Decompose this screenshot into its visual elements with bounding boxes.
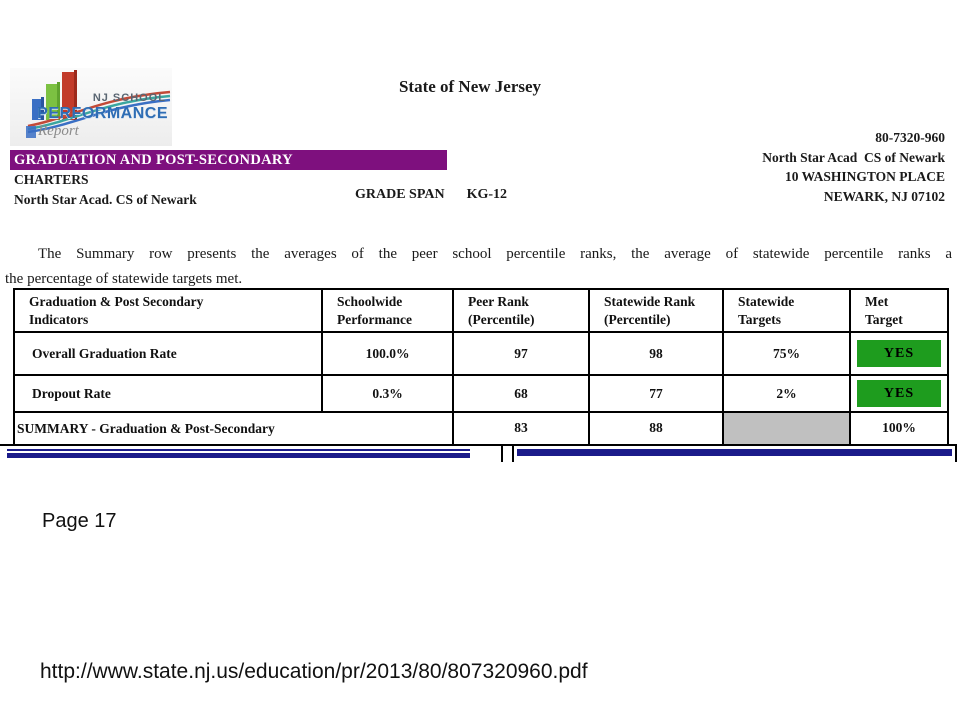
- summary-targets-met-pct: 100%: [849, 411, 949, 446]
- row-target: 2%: [722, 374, 851, 413]
- row-statewide-rank: 98: [588, 331, 724, 376]
- school-name: North Star Acad CS of Newark: [762, 149, 945, 165]
- summary-description-paragraph: The Summary row presents the averages of…: [5, 242, 952, 292]
- table-summary-row: SUMMARY - Graduation & Post-Secondary 83…: [13, 411, 949, 446]
- row-met-target-cell: YES: [849, 374, 949, 413]
- school-name-line: North Star Acad. CS of Newark: [14, 192, 197, 207]
- header-indicators: Graduation & Post Secondary Indicators: [13, 288, 323, 333]
- graduation-indicators-table: Graduation & Post Secondary Indicators S…: [13, 288, 949, 446]
- logo-text-performance: PERFORMANCE: [37, 105, 168, 122]
- page-number-label: Page 17: [42, 510, 117, 532]
- header-met-target: Met Target: [849, 288, 949, 333]
- paragraph-line-2: the percentage of statewide targets met.: [5, 271, 243, 287]
- header-statewide-targets: Statewide Targets: [722, 288, 851, 333]
- school-city-state-zip: NEWARK, NJ 07102: [823, 188, 945, 204]
- section-banner: GRADUATION AND POST-SECONDARY: [10, 150, 447, 170]
- header-peer-rank: Peer Rank (Percentile): [452, 288, 590, 333]
- row-indicator: Overall Graduation Rate: [13, 331, 323, 376]
- state-title: State of New Jersey: [398, 77, 542, 96]
- cutoff-frame-line-right: [512, 444, 957, 446]
- table-row: Overall Graduation Rate 100.0% 97 98 75%…: [13, 331, 949, 376]
- row-performance: 0.3%: [321, 374, 454, 413]
- cutoff-frame-edge-right: [955, 444, 957, 462]
- row-peer-rank: 68: [452, 374, 590, 413]
- table-row: Dropout Rate 0.3% 68 77 2% YES: [13, 374, 949, 413]
- grade-span-label: GRADE SPAN: [355, 187, 445, 202]
- row-peer-rank: 97: [452, 331, 590, 376]
- logo-text-nj-school: NJ SCHOOL: [92, 92, 166, 104]
- row-target: 75%: [722, 331, 851, 376]
- header-schoolwide-performance: Schoolwide Performance: [321, 288, 454, 333]
- school-street: 10 WASHINGTON PLACE: [784, 169, 945, 184]
- summary-statewide-rank: 88: [588, 411, 724, 446]
- paragraph-line-1: The Summary row presents the averages of…: [38, 246, 952, 262]
- table-header-row: Graduation & Post Secondary Indicators S…: [13, 288, 949, 333]
- row-met-target-cell: YES: [849, 331, 949, 376]
- cutoff-frame-edge-left: [512, 444, 514, 462]
- nj-school-performance-logo: NJ SCHOOL PERFORMANCE Report: [10, 68, 172, 146]
- header-statewide-rank: Statewide Rank (Percentile): [588, 288, 724, 333]
- met-target-badge: YES: [857, 380, 941, 407]
- met-target-badge: YES: [857, 340, 941, 367]
- grade-span: GRADE SPAN KG-12: [355, 187, 507, 203]
- navy-divider-thin-left: [7, 449, 470, 451]
- summary-label: SUMMARY - Graduation & Post-Secondary: [13, 411, 454, 446]
- district-type-label: CHARTERS: [14, 172, 89, 187]
- navy-divider-thick-left: [7, 453, 470, 458]
- school-code: 80-7320-960: [875, 130, 945, 145]
- row-performance: 100.0%: [321, 331, 454, 376]
- grade-span-value: KG-12: [466, 187, 508, 202]
- school-address-block: 80-7320-960 North Star Acad CS of Newark…: [625, 128, 945, 206]
- navy-divider-right: [517, 449, 952, 456]
- row-indicator: Dropout Rate: [13, 374, 323, 413]
- row-statewide-rank: 77: [588, 374, 724, 413]
- logo-text-report: Report: [38, 123, 79, 139]
- cutoff-frame-corner: [501, 444, 503, 462]
- source-url-link[interactable]: http://www.state.nj.us/education/pr/2013…: [40, 660, 588, 683]
- logo-bars-swoosh-icon: [26, 70, 171, 138]
- cutoff-frame-line: [0, 444, 503, 446]
- summary-peer-rank: 83: [452, 411, 590, 446]
- summary-targets-gray-cell: [722, 411, 851, 446]
